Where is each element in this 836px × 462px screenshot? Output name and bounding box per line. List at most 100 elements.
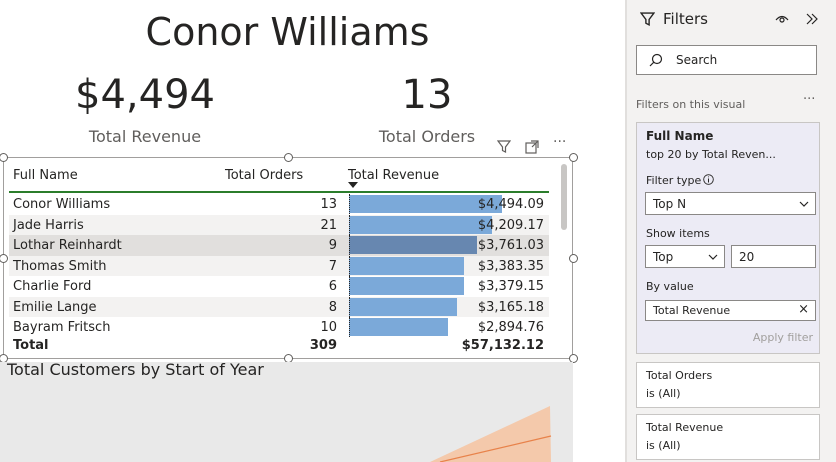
cell-total-revenue: $3,379.15 [477,279,544,294]
cell-full-name: Lothar Reinhardt [13,238,122,253]
cell-total-revenue: $3,165.18 [477,299,544,315]
table-row[interactable]: Lothar Reinhardt 9 $3,761.03 [9,235,549,256]
data-bar-axis [349,235,351,255]
show-items-direction: Top [653,250,674,264]
cell-full-name: Conor Williams [13,197,111,212]
focus-mode-icon[interactable] [525,140,539,154]
info-icon [703,174,714,185]
table-row[interactable]: Emilie Lange 8 $3,165.18 [9,296,549,317]
filter-card-full-name[interactable]: Full Name top 20 by Total Reven... Filte… [636,122,820,354]
revenue-data-bar [349,297,457,316]
column-header-total-revenue[interactable]: Total Revenue [348,168,440,183]
by-value-field: Total Revenue [653,304,731,317]
cell-total-orders: 21 [320,217,337,233]
kpi-total-orders-label: Total Orders [378,127,476,146]
cell-total-revenue: $2,894.76 [477,320,544,335]
by-value-label: By value [646,280,694,293]
cell-total-orders: 9 [328,238,337,253]
chart-trend-area [430,406,552,462]
chart-title: Total Customers by Start of Year [7,360,264,379]
show-items-direction-dropdown[interactable]: Top [645,245,725,268]
filters-pane-title: Filters [663,10,708,28]
apply-filter-button[interactable]: Apply filter [752,331,813,344]
data-bar-axis [349,317,351,337]
revenue-data-bar [349,236,478,254]
cell-total-revenue: $3,761.03 [477,238,544,253]
data-bar-axis [349,296,351,317]
customers-chart-visual[interactable] [0,362,573,462]
by-value-field-well[interactable]: Total Revenue × [645,300,816,321]
cell-total-revenue: $3,383.35 [477,258,544,274]
pane-divider [625,0,627,462]
table-row[interactable]: Charlie Ford 6 $3,379.15 [9,276,549,297]
header-underline [9,191,549,193]
cell-full-name: Charlie Ford [13,279,92,294]
collapse-pane-icon[interactable] [805,12,819,26]
filter-card-total-revenue[interactable]: Total Revenue is (All) [636,414,820,460]
more-options-icon[interactable]: ··· [553,134,567,150]
filters-section-label: Filters on this visual [636,98,746,111]
revenue-data-bar [349,215,493,234]
filters-pane: Filters Search Filters on this visual ··… [627,0,836,462]
eye-icon[interactable] [775,13,789,25]
search-icon [649,53,663,67]
resize-handle[interactable] [569,354,578,363]
cell-total-revenue: $4,494.09 [477,197,544,212]
filter-card-state: is (All) [646,439,681,452]
resize-handle[interactable] [569,254,578,263]
cell-total-revenue: $4,209.17 [477,217,544,233]
show-items-count: 20 [739,250,755,264]
cell-total-orders: 13 [320,197,337,212]
kpi-total-revenue-label: Total Revenue [88,127,202,146]
search-input[interactable]: Search [676,53,718,67]
revenue-data-bar [349,277,465,295]
resize-handle[interactable] [569,153,578,162]
cell-full-name: Bayram Fritsch [13,320,111,335]
total-label: Total [13,338,49,353]
table-row[interactable]: Conor Williams 13 $4,494.09 [9,194,549,215]
resize-handle[interactable] [284,153,293,162]
filter-card-state: is (All) [646,387,681,400]
filter-type-label: Filter type [646,174,702,187]
cell-full-name: Thomas Smith [13,258,107,274]
cell-total-orders: 8 [328,299,337,315]
resize-handle[interactable] [0,153,8,162]
filter-icon [640,12,655,26]
kpi-total-orders-value: 13 [401,72,453,118]
report-canvas: Conor Williams $4,494 Total Revenue 13 T… [0,10,578,462]
table-total-row: Total 309 $57,132.12 [9,338,549,356]
resize-handle[interactable] [0,254,8,263]
filter-card-field: Full Name [646,129,714,143]
total-revenue: $57,132.12 [461,338,544,353]
column-header-total-orders[interactable]: Total Orders [225,168,304,183]
filter-type-dropdown[interactable]: Top N [645,192,816,215]
show-items-label: Show items [646,227,710,240]
table-visual[interactable]: Full Name Total Orders Total Revenue Con… [0,153,578,363]
visual-header: ··· [497,134,577,156]
filter-icon[interactable] [497,140,511,154]
filter-search-box[interactable]: Search [636,45,817,75]
cell-total-orders: 7 [328,258,337,274]
remove-field-icon[interactable]: × [798,302,809,317]
filter-type-value: Top N [653,197,687,211]
table-scrollbar[interactable] [561,164,567,230]
table-row[interactable]: Thomas Smith 7 $3,383.35 [9,255,549,276]
table-row[interactable]: Bayram Fritsch 10 $2,894.76 [9,317,549,338]
data-bar-axis [349,194,351,214]
filter-card-total-orders[interactable]: Total Orders is (All) [636,362,820,408]
cell-full-name: Jade Harris [13,217,84,233]
cell-total-orders: 6 [328,279,337,294]
report-title: Conor Williams [145,10,430,54]
more-options-icon[interactable]: ··· [803,92,816,107]
show-items-count-input[interactable]: 20 [731,245,816,268]
data-bar-axis [349,214,351,235]
column-header-full-name[interactable]: Full Name [13,168,78,183]
cell-total-orders: 10 [320,320,337,335]
table-row[interactable]: Jade Harris 21 $4,209.17 [9,214,549,235]
data-bar-axis [349,276,351,296]
kpi-total-revenue-value: $4,494 [75,72,215,118]
cell-full-name: Emilie Lange [13,299,97,315]
filter-card-field: Total Revenue [646,421,724,434]
revenue-data-bar [349,256,465,275]
sort-descending-icon [348,182,358,188]
